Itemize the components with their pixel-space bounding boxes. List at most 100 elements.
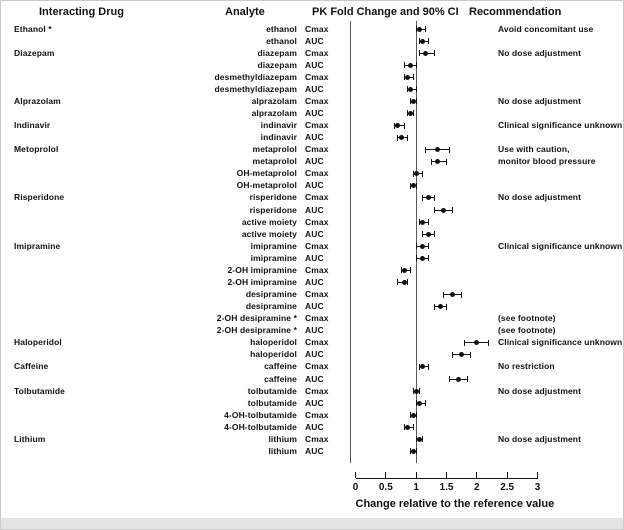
recommendation-text: Use with caution,	[498, 144, 570, 155]
point-estimate	[440, 207, 446, 213]
ci-cap-high	[452, 207, 454, 214]
analyte-label: tolbutamide	[247, 397, 297, 408]
point-estimate	[434, 147, 440, 153]
analyte-label: 4-OH-tolbutamide	[224, 409, 297, 420]
ci-cap-high	[415, 412, 417, 419]
ci-cap-high	[488, 339, 490, 346]
ci-cap-high	[418, 388, 420, 395]
point-estimate	[413, 388, 419, 394]
param-label: AUC	[305, 349, 324, 360]
ci-cap-high	[415, 62, 417, 69]
ci-cap-high	[415, 448, 417, 455]
x-axis-tick-label: 3	[534, 482, 541, 493]
column-header-analyte: Analyte	[225, 6, 265, 18]
analyte-label: 2-OH imipramine	[227, 264, 297, 275]
ci-cap-high	[470, 351, 472, 358]
point-estimate	[474, 340, 480, 346]
param-label: AUC	[305, 228, 324, 239]
analyte-label: OH-metaprolol	[236, 168, 297, 179]
x-axis-tick-label: 1.5	[439, 482, 454, 493]
column-header-pk-fold-change: PK Fold Change and 90% CI	[312, 6, 459, 18]
recommendation-text: No dose adjustment	[498, 47, 582, 58]
analyte-label: lithium	[268, 433, 297, 444]
analyte-label: desipramine	[245, 289, 297, 300]
param-label: AUC	[305, 156, 324, 167]
point-estimate	[425, 195, 431, 201]
param-label: AUC	[305, 35, 324, 46]
param-label: Cmax	[305, 385, 329, 396]
x-axis-tick-label: 2	[474, 482, 480, 493]
ci-cap-low	[403, 424, 405, 431]
analyte-label: caffeine	[264, 361, 297, 372]
point-estimate	[407, 62, 413, 68]
param-label: AUC	[305, 59, 324, 70]
point-estimate	[410, 412, 416, 418]
ci-cap-low	[397, 134, 399, 141]
x-axis-tick-label: 0	[352, 482, 359, 493]
drug-label: Risperidone	[14, 192, 65, 203]
drug-label: Ethanol *	[14, 23, 52, 34]
column-header-interacting-drug: Interacting Drug	[39, 6, 124, 18]
ci-cap-high	[446, 303, 447, 310]
analyte-label: 2-OH imipramine	[227, 276, 297, 287]
drug-label: Caffeine	[14, 361, 49, 372]
point-estimate	[407, 110, 413, 116]
ci-cap-high	[449, 146, 451, 153]
point-estimate	[395, 123, 401, 129]
ci-cap-low	[394, 122, 396, 129]
analyte-label: 4-OH-tolbutamide	[224, 421, 297, 432]
analyte-label: haloperidol	[250, 337, 297, 348]
x-axis-tick	[537, 472, 538, 478]
analyte-label: risperidone	[249, 204, 297, 215]
param-label: Cmax	[305, 144, 329, 155]
ci-cap-low	[433, 207, 435, 214]
ci-cap-low	[409, 182, 411, 189]
param-label: AUC	[305, 445, 324, 456]
param-label: Cmax	[305, 120, 329, 131]
ci-cap-low	[421, 231, 423, 238]
analyte-label: metaprolol	[252, 156, 297, 167]
param-label: AUC	[305, 107, 324, 118]
ci-cap-low	[403, 62, 405, 69]
param-label: AUC	[305, 180, 324, 191]
ci-cap-high	[406, 279, 408, 286]
x-axis-tick-label: 0.5	[378, 482, 393, 493]
analyte-label: alprazolam	[251, 95, 297, 106]
param-label: Cmax	[305, 409, 329, 420]
point-estimate	[434, 159, 440, 165]
point-estimate	[404, 74, 410, 80]
ci-cap-high	[403, 122, 405, 129]
param-label: Cmax	[305, 168, 329, 179]
x-axis-tick	[385, 472, 387, 478]
ci-cap-low	[433, 303, 435, 310]
param-label: Cmax	[305, 337, 329, 348]
ci-cap-high	[412, 424, 414, 431]
param-label: AUC	[305, 373, 324, 384]
ci-cap-high	[406, 134, 408, 141]
analyte-label: haloperidol	[250, 349, 297, 360]
analyte-label: desmethyldiazepam	[214, 83, 297, 94]
param-label: AUC	[305, 325, 324, 336]
ci-cap-low	[415, 26, 417, 32]
analyte-label: lithium	[268, 445, 297, 456]
x-axis-tick-label: 2.5	[500, 482, 515, 493]
ci-cap-low	[409, 448, 411, 455]
param-label: AUC	[305, 421, 324, 432]
ci-cap-low	[415, 436, 417, 443]
param-label: Cmax	[305, 71, 329, 82]
analyte-label: imipramine	[250, 240, 297, 251]
ci-cap-high	[427, 363, 429, 370]
analyte-label: ethanol	[266, 23, 297, 34]
param-label: AUC	[305, 276, 324, 287]
drug-label: Lithium	[14, 433, 46, 444]
recommendation-text: No dose adjustment	[498, 433, 582, 444]
point-estimate	[398, 135, 404, 141]
ci-cap-low	[406, 86, 408, 93]
ci-cap-low	[409, 412, 411, 419]
point-estimate	[410, 448, 416, 454]
x-axis-tick	[446, 472, 447, 478]
ci-cap-high	[412, 74, 414, 81]
point-estimate	[419, 219, 425, 225]
ci-cap-low	[418, 38, 420, 45]
